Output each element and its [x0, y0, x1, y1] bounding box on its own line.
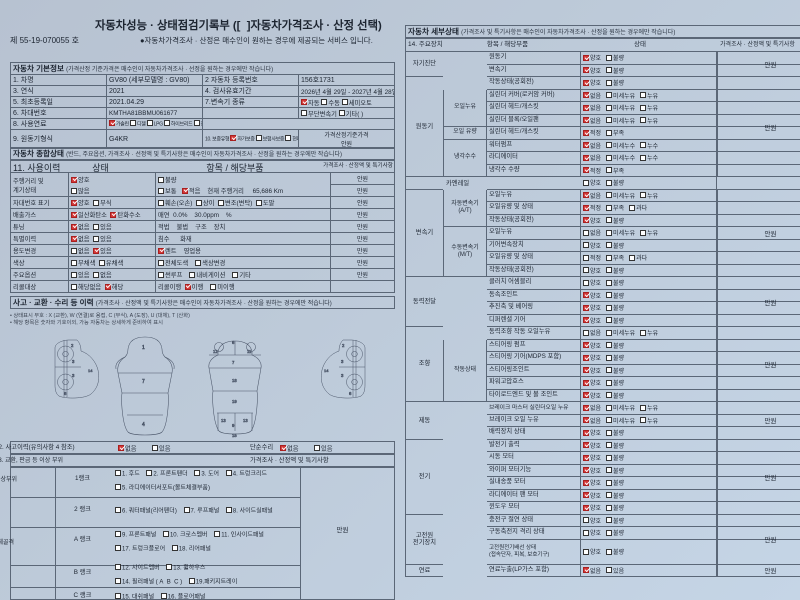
svg-text:6: 6: [349, 391, 352, 396]
svg-text:9: 9: [232, 423, 235, 428]
svg-text:3: 3: [72, 373, 75, 378]
svg-text:4: 4: [142, 422, 145, 428]
svg-text:6: 6: [64, 391, 67, 396]
svg-text:2: 2: [342, 343, 345, 348]
svg-text:19: 19: [232, 399, 237, 404]
svg-text:1: 1: [142, 345, 145, 351]
svg-text:13: 13: [221, 418, 226, 423]
svg-text:3: 3: [341, 359, 344, 364]
svg-text:3: 3: [341, 373, 344, 378]
svg-text:2: 2: [71, 343, 74, 348]
svg-text:7: 7: [142, 379, 145, 385]
svg-text:14: 14: [88, 368, 93, 373]
svg-text:18: 18: [232, 378, 237, 383]
svg-text:7: 7: [232, 360, 235, 365]
svg-text:3: 3: [72, 359, 75, 364]
svg-text:11: 11: [247, 349, 252, 354]
svg-text:12: 12: [213, 349, 218, 354]
svg-text:15: 15: [232, 433, 237, 438]
svg-text:13: 13: [243, 418, 248, 423]
svg-text:14: 14: [324, 368, 329, 373]
